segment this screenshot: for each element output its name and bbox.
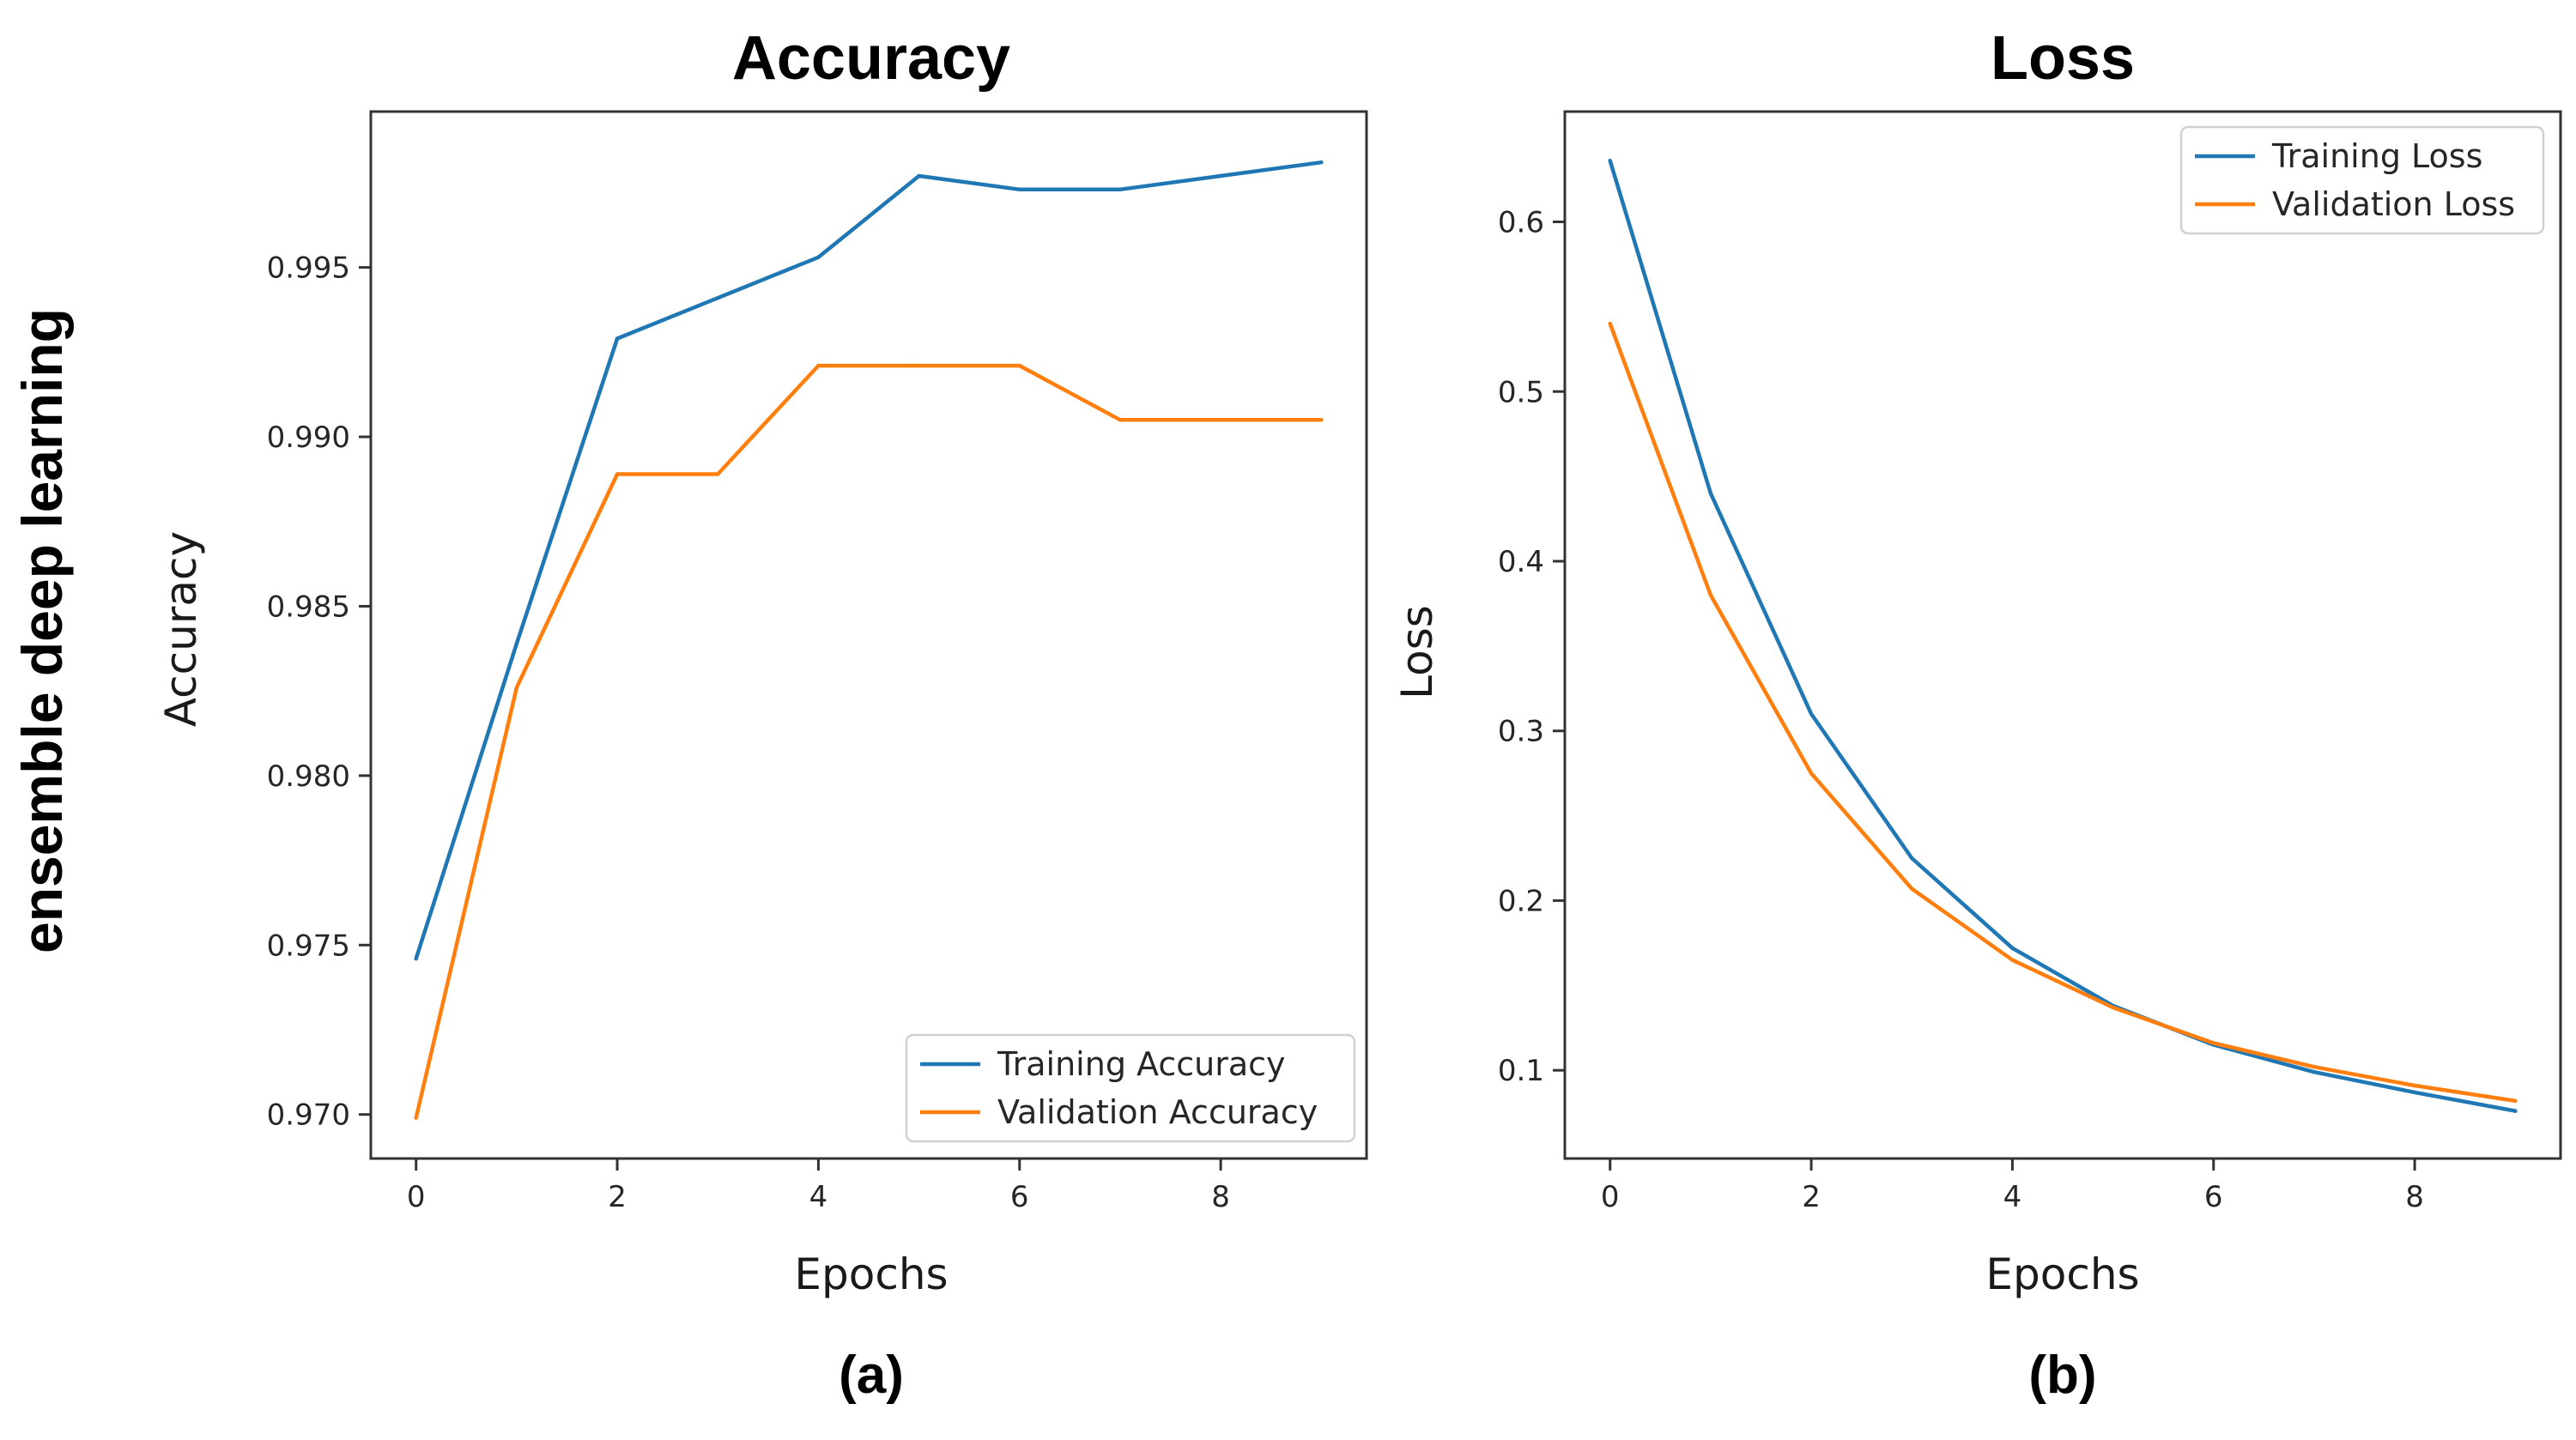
training-accuracy-point [816, 255, 821, 259]
accuracy-y-tick-label: 0.995 [267, 251, 350, 286]
accuracy-plot-lines [414, 160, 1324, 1120]
validation-loss-point [1708, 593, 1713, 597]
validation-loss-line [1608, 321, 2518, 1104]
validation-loss-point [2312, 1065, 2317, 1069]
accuracy-legend-box [905, 1033, 1356, 1143]
validation-loss-point [2513, 1098, 2518, 1103]
loss-legend: Training Loss Validation Loss [2179, 125, 2545, 235]
validation-accuracy-point [615, 472, 620, 476]
validation-accuracy-point [1017, 363, 1021, 368]
accuracy-x-tick-label: 2 [608, 1180, 627, 1214]
validation-accuracy-point [1319, 418, 1324, 422]
training-loss-line [1608, 159, 2518, 1113]
accuracy-x-tick-label: 8 [1211, 1180, 1230, 1214]
accuracy-x-tick-label: 6 [1010, 1180, 1029, 1214]
accuracy-y-tick-label: 0.975 [267, 929, 350, 963]
training-accuracy-legend-label: Training Accuracy [997, 1045, 1286, 1083]
training-loss-point [1910, 856, 1914, 861]
training-loss-legend-label: Training Loss [2271, 137, 2482, 175]
loss-chart: Loss Loss Epochs (b) 0 2 4 6 8 0.1 0.2 0.3 0.4 0.… [1392, 24, 2562, 1405]
training-accuracy-point [716, 295, 720, 300]
loss-legend-box [2179, 125, 2545, 235]
training-loss-point [1809, 711, 1814, 717]
validation-loss-point [2211, 1041, 2215, 1045]
validation-loss-point [2111, 1005, 2115, 1010]
training-loss-point [1608, 159, 1612, 163]
training-loss-point [2412, 1090, 2417, 1095]
validation-accuracy-point [816, 363, 821, 368]
validation-accuracy-point [414, 1116, 418, 1120]
loss-x-tick-label: 6 [2204, 1180, 2223, 1214]
training-accuracy-point [1319, 160, 1324, 165]
training-accuracy-point [1118, 187, 1123, 192]
training-loss-point [2312, 1069, 2317, 1074]
accuracy-y-tick-label: 0.980 [267, 759, 350, 794]
validation-accuracy-point [917, 363, 921, 368]
loss-x-tick-label: 0 [1601, 1180, 1620, 1214]
loss-panel-label: (b) [2028, 1346, 2096, 1405]
validation-accuracy-line [414, 363, 1324, 1120]
validation-loss-point [1608, 321, 1612, 326]
accuracy-y-tick-label: 0.990 [267, 421, 350, 455]
validation-accuracy-point [716, 472, 720, 476]
training-loss-point [1708, 491, 1713, 496]
validation-loss-point [2010, 958, 2015, 962]
loss-plot-lines [1608, 159, 2518, 1113]
accuracy-x-tick-label: 4 [809, 1180, 828, 1214]
loss-y-tick-label: 0.5 [1498, 375, 1544, 409]
loss-ticks: 0 2 4 6 8 0.1 0.2 0.3 0.4 0.5 0.6 [1498, 206, 2424, 1214]
loss-y-tick-label: 0.4 [1498, 545, 1544, 579]
training-accuracy-line [414, 160, 1324, 961]
validation-loss-legend-label: Validation Loss [2272, 185, 2515, 223]
accuracy-ticks: 0 2 4 6 8 0.970 0.975 0.980 0.985 0.990 0.995 [267, 251, 1230, 1214]
loss-chart-title: Loss [1991, 24, 2135, 93]
accuracy-panel-label: (a) [839, 1346, 904, 1405]
training-loss-point [2010, 946, 2015, 951]
loss-x-tick-label: 2 [1802, 1180, 1821, 1214]
validation-accuracy-point [1218, 418, 1223, 422]
validation-loss-point [1910, 886, 1914, 891]
loss-x-tick-label: 8 [2405, 1180, 2424, 1214]
loss-x-tick-label: 4 [2003, 1180, 2022, 1214]
loss-y-tick-label: 0.3 [1498, 715, 1544, 749]
accuracy-chart-title: Accuracy [732, 24, 1010, 93]
accuracy-x-axis-label: Epochs [794, 1249, 948, 1299]
training-loss-point [2513, 1109, 2518, 1113]
loss-y-tick-label: 0.6 [1498, 206, 1544, 240]
accuracy-x-tick-label: 0 [407, 1180, 426, 1214]
training-accuracy-point [514, 641, 519, 646]
accuracy-y-tick-label: 0.985 [267, 590, 350, 624]
validation-loss-point [2412, 1083, 2417, 1088]
training-accuracy-point [917, 173, 921, 178]
training-accuracy-point [1017, 187, 1021, 192]
accuracy-y-tick-label: 0.970 [267, 1098, 350, 1133]
validation-accuracy-point [1118, 418, 1123, 422]
loss-y-axis-label: Loss [1392, 605, 1442, 699]
accuracy-y-axis-label: Accuracy [156, 531, 206, 727]
training-accuracy-point [615, 336, 620, 341]
loss-plot-frame [1563, 110, 2562, 1160]
loss-y-tick-label: 0.1 [1498, 1054, 1544, 1088]
validation-accuracy-point [514, 685, 519, 690]
validation-accuracy-legend-label: Validation Accuracy [997, 1093, 1318, 1131]
loss-y-tick-label: 0.2 [1498, 884, 1544, 918]
side-label: ensemble deep learning [10, 308, 74, 953]
training-accuracy-point [414, 956, 418, 961]
loss-x-axis-label: Epochs [1985, 1249, 2139, 1299]
training-accuracy-point [1218, 173, 1223, 178]
validation-loss-point [1809, 771, 1814, 776]
accuracy-chart: Accuracy Accuracy Epochs (a) 0 2 4 6 80.9700… [156, 24, 1368, 1405]
accuracy-legend: Training Accuracy Validation Accuracy [905, 1033, 1356, 1143]
accuracy-plot-frame [369, 110, 1368, 1160]
